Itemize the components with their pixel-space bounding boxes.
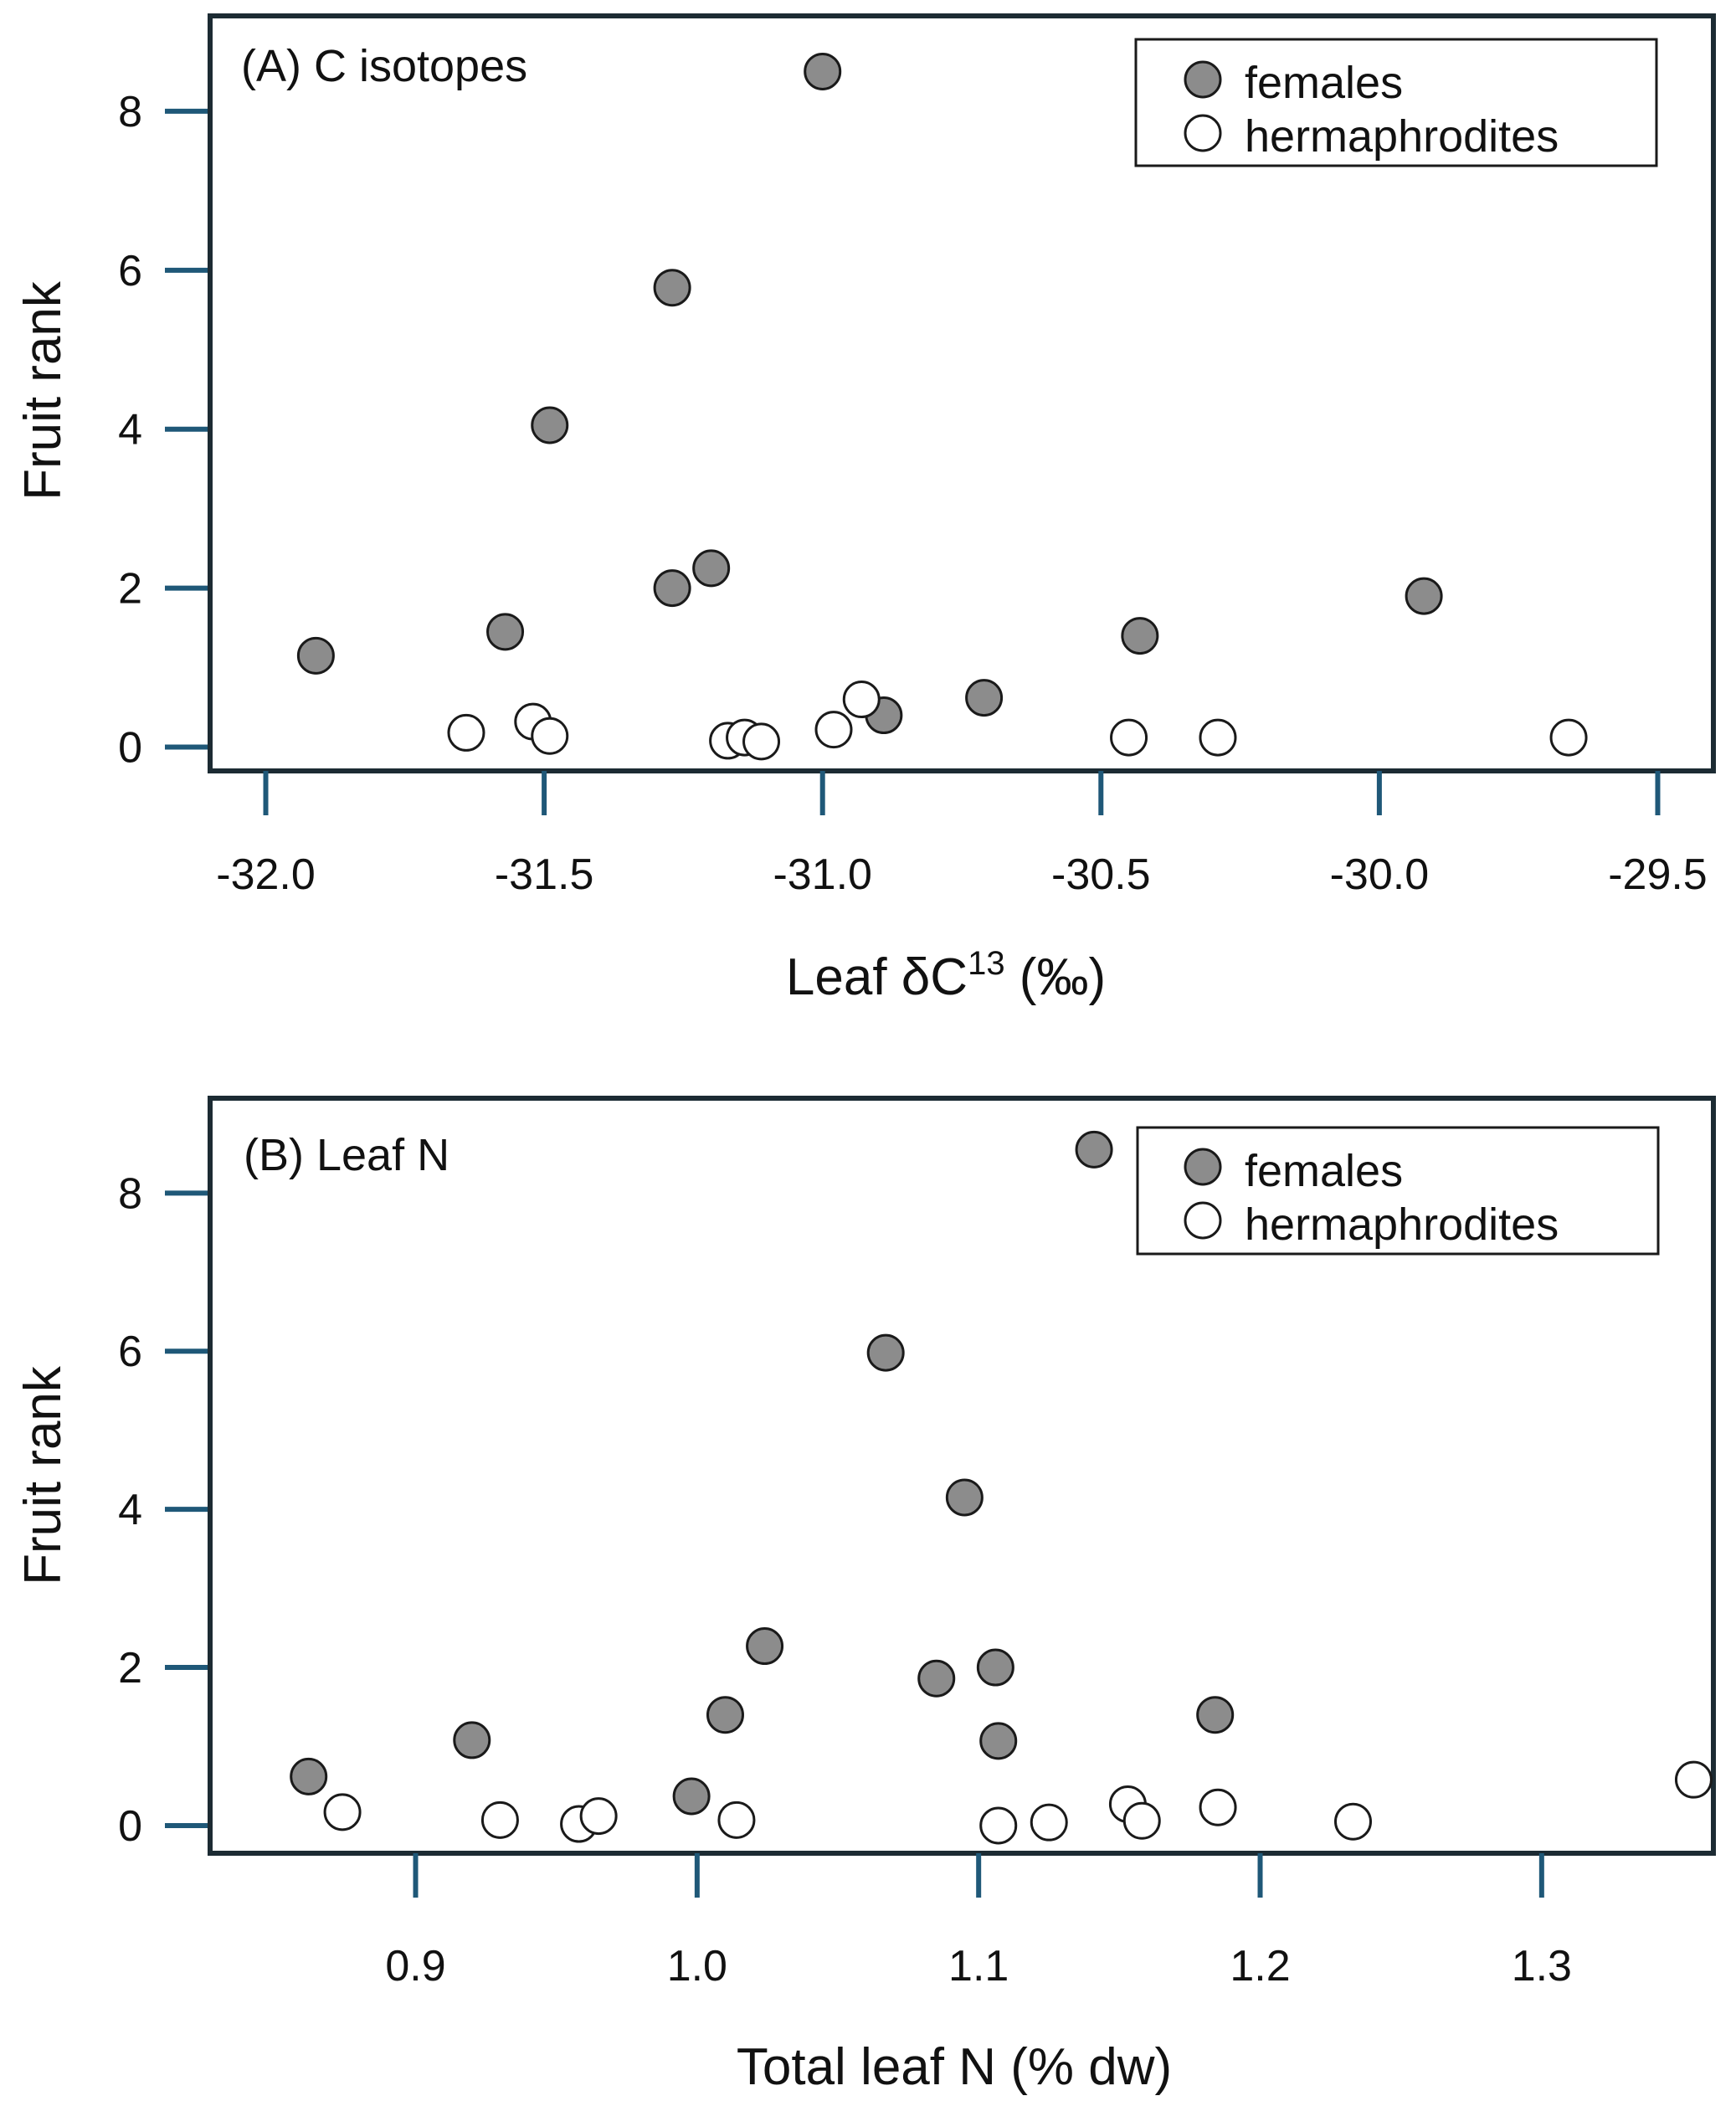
female-point (976, 1648, 1014, 1687)
y-tick-label: 6 (118, 247, 142, 295)
panel-title: (A) C isotopes (241, 41, 527, 91)
hermaphrodite-point (1030, 1803, 1068, 1842)
panel-a-chart: (A) C isotopes -32.0 -31.5 -31.0 -30.5 -30.0… (14, 13, 1716, 1006)
female-point (453, 1721, 491, 1759)
hermaphrodite-point (1549, 718, 1588, 757)
hermaphrodite-point (447, 713, 485, 752)
legend-hermaphrodites-label: hermaphrodites (1245, 111, 1559, 162)
panel-title: (B) Leaf N (244, 1130, 449, 1180)
legend-hermaphrodites-label: hermaphrodites (1245, 1199, 1559, 1250)
legend-box (1134, 38, 1658, 167)
hermaphrodite-point (814, 711, 853, 749)
hermaphrodite-point (323, 1793, 362, 1831)
female-point (945, 1478, 984, 1517)
hermaphrodite-point (579, 1797, 618, 1836)
x-tick-label: -30.0 (1330, 850, 1430, 899)
y-tick-label: 2 (118, 565, 142, 614)
hermaphrodite-point (480, 1800, 519, 1839)
legend-females-label: females (1245, 58, 1403, 108)
y-tick-label: 2 (118, 1644, 142, 1693)
legend-females-label: females (1245, 1146, 1403, 1196)
x-axis-label-unit: (‰) (1005, 948, 1107, 1006)
hermaphrodite-point (1674, 1760, 1713, 1799)
y-tick-label: 0 (118, 1802, 142, 1851)
hermaphrodite-point (1333, 1802, 1372, 1841)
female-point (486, 613, 525, 651)
hermaphrodite-point (1110, 718, 1148, 757)
hermaphrodite-point (1199, 718, 1237, 757)
female-point (979, 1722, 1018, 1760)
x-axis-label: Leaf δC13 (‰) (786, 945, 1106, 1006)
legend-box (1136, 1126, 1660, 1256)
x-tick-label: -31.5 (495, 850, 594, 899)
female-point (804, 52, 842, 90)
x-tick-label: -32.0 (216, 850, 316, 899)
legend-hermaphrodites-marker (1184, 1201, 1222, 1240)
female-point (653, 569, 691, 608)
female-point (653, 269, 691, 307)
x-axis-label: Total leaf N (% dw) (737, 2038, 1172, 2096)
x-tick-label: 1.2 (1230, 1942, 1290, 1991)
female-point (296, 636, 335, 675)
y-tick-label: 0 (118, 724, 142, 773)
legend-females-marker (1184, 1148, 1222, 1186)
female-point (531, 406, 569, 444)
y-tick-label: 8 (118, 1169, 142, 1218)
legend: females hermaphrodites (1134, 38, 1658, 167)
y-axis-label: Fruit rank (14, 1365, 72, 1585)
x-tick-label: 1.3 (1512, 1942, 1572, 1991)
plot-frame (208, 13, 1716, 773)
female-point (1075, 1130, 1113, 1169)
x-tick-label: -30.5 (1051, 850, 1151, 899)
female-point (706, 1696, 744, 1734)
x-axis-label-superscript: 13 (968, 945, 1005, 982)
female-point (746, 1627, 784, 1666)
y-axis-label: Fruit rank (14, 280, 72, 501)
data-points (296, 52, 1588, 761)
y-tick-label: 4 (118, 406, 142, 455)
hermaphrodite-point (717, 1800, 756, 1839)
legend: females hermaphrodites (1136, 1126, 1660, 1256)
x-tick-label: 0.9 (385, 1942, 445, 1991)
female-point (1121, 617, 1159, 655)
axis-ticks: 0.9 1.0 1.1 1.2 1.3 0 2 4 6 8 (118, 1169, 1572, 1991)
legend-females-marker (1184, 60, 1222, 99)
female-point (917, 1659, 956, 1698)
panel-b-chart: (B) Leaf N 0.9 1.0 1.1 1.2 1.3 0 2 4 6 8 females … (14, 1096, 1716, 2096)
x-axis-label-main: Leaf δC (786, 948, 968, 1006)
hermaphrodite-point (742, 722, 781, 761)
hermaphrodite-point (1199, 1788, 1237, 1826)
legend-hermaphrodites-marker (1184, 114, 1222, 152)
hermaphrodite-point (531, 717, 569, 755)
hermaphrodite-point (1122, 1801, 1161, 1840)
x-tick-label: -31.0 (773, 850, 872, 899)
female-point (1196, 1696, 1235, 1734)
x-tick-label: 1.1 (948, 1942, 1009, 1991)
female-point (290, 1757, 328, 1795)
axis-ticks: -32.0 -31.5 -31.0 -30.5 -30.0 -29.5 0 2 4 6 8 (118, 88, 1708, 899)
female-point (672, 1777, 711, 1816)
female-point (692, 549, 731, 588)
female-point (965, 679, 1004, 717)
y-tick-label: 6 (118, 1328, 142, 1376)
female-point (866, 1333, 905, 1372)
plot-frame (208, 1096, 1716, 1856)
hermaphrodite-point (842, 681, 881, 719)
x-axis-label-main: Total leaf N (% dw) (737, 2038, 1172, 2096)
x-tick-label: 1.0 (667, 1942, 727, 1991)
hermaphrodite-point (979, 1806, 1018, 1845)
x-tick-label: -29.5 (1608, 850, 1708, 899)
data-points (290, 1130, 1713, 1845)
y-tick-label: 4 (118, 1486, 142, 1534)
y-tick-label: 8 (118, 88, 142, 136)
female-point (1405, 577, 1443, 615)
